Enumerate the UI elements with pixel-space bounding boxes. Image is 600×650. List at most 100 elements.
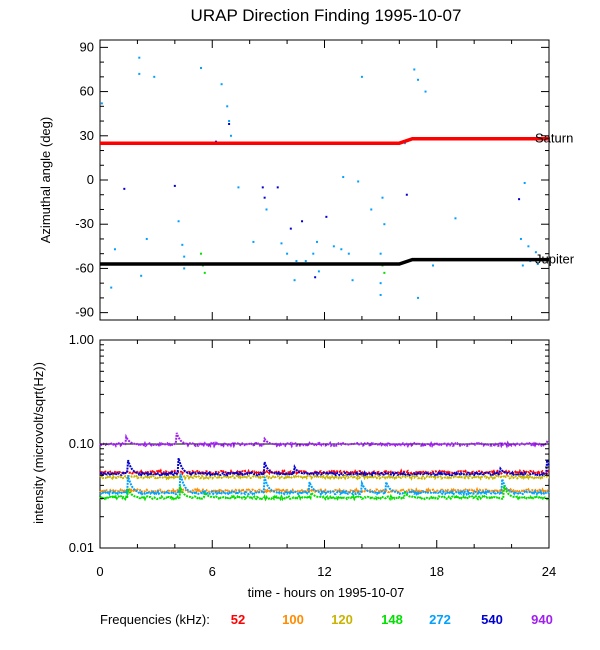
scatter-point xyxy=(276,186,279,189)
y-tick-label: 0 xyxy=(87,172,94,187)
scatter-point xyxy=(183,267,186,270)
x-tick-label: 0 xyxy=(96,564,103,579)
series-line-272khz xyxy=(99,473,550,497)
y-tick-label: 0.10 xyxy=(69,436,94,451)
scatter-point xyxy=(370,208,373,211)
scatter-point xyxy=(229,134,232,137)
series-line-540khz xyxy=(99,457,550,479)
legend-item-52khz: 52 xyxy=(231,612,245,627)
azimuth-lines xyxy=(100,136,549,266)
scatter-point xyxy=(379,252,382,255)
scatter-point xyxy=(200,67,203,69)
scatter-point xyxy=(357,180,360,183)
scatter-point xyxy=(432,264,435,267)
scatter-point xyxy=(317,270,320,273)
scatter-point xyxy=(237,186,240,189)
scatter-point xyxy=(314,276,317,279)
scatter-point xyxy=(228,120,231,123)
scatter-point xyxy=(153,75,156,78)
scatter-point xyxy=(286,252,289,255)
scatter-point xyxy=(295,260,298,263)
scatter-point xyxy=(173,184,176,187)
azimuth-y-ticks: 90 60 30 0 -30 -60 -90 xyxy=(75,39,549,320)
scatter-point xyxy=(454,217,457,220)
scatter-point xyxy=(113,248,116,251)
legend-title: Frequencies (kHz): xyxy=(100,612,210,627)
scatter-point xyxy=(293,279,296,282)
series-line-100khz xyxy=(99,486,550,495)
scatter-point xyxy=(379,293,382,296)
scatter-point xyxy=(110,286,113,289)
scatter-point xyxy=(228,123,231,125)
legend-item-100khz: 100 xyxy=(282,612,304,627)
x-tick-label: 24 xyxy=(542,564,556,579)
scatter-point xyxy=(536,263,539,265)
x-tick-label: 6 xyxy=(209,564,216,579)
y-tick-label: -90 xyxy=(75,305,94,320)
chart-title: URAP Direction Finding 1995-10-07 xyxy=(191,6,462,25)
series-line-148khz xyxy=(99,483,550,502)
x-tick-label: 12 xyxy=(317,564,331,579)
scatter-point xyxy=(261,186,264,189)
scatter-point xyxy=(347,252,350,255)
frequency-legend: Frequencies (kHz): 52 100 120 148 272 540 940 xyxy=(100,612,553,627)
legend-item-120khz: 120 xyxy=(331,612,353,627)
scatter-point xyxy=(519,237,522,240)
scatter-point xyxy=(265,208,268,211)
scatter-point xyxy=(181,243,184,246)
scatter-point xyxy=(203,271,206,274)
series-line-940khz xyxy=(99,432,550,449)
scatter-point xyxy=(226,105,229,108)
scatter-point xyxy=(325,215,328,218)
intensity-x-ticks: 0 6 12 18 24 xyxy=(96,340,556,579)
series-line-jupiter xyxy=(100,257,549,266)
scatter-point xyxy=(316,240,319,243)
scatter-point xyxy=(518,198,521,201)
scatter-point xyxy=(280,242,283,245)
scatter-point xyxy=(527,245,530,248)
legend-item-148khz: 148 xyxy=(381,612,403,627)
scatter-point xyxy=(381,196,384,199)
scatter-point xyxy=(138,72,141,75)
scatter-point xyxy=(523,181,526,184)
scatter-point xyxy=(534,251,537,254)
scatter-point xyxy=(304,260,307,263)
y-tick-label: 1.00 xyxy=(69,332,94,347)
intensity-panel: 1.00 0.10 0.01 0 6 12 18 24 intensity (microvo… xyxy=(31,332,556,579)
scatter-point xyxy=(183,255,186,258)
intensity-series xyxy=(99,432,550,502)
scatter-point xyxy=(383,271,386,274)
scatter-point xyxy=(383,223,386,226)
azimuth-panel: 90 60 30 0 -30 -60 -90 Azimuthal angle (deg) S… xyxy=(38,39,575,321)
intensity-y-ticks: 1.00 0.10 0.01 xyxy=(69,332,549,555)
legend-item-940khz: 940 xyxy=(531,612,553,627)
azimuth-x-ticks xyxy=(99,40,550,320)
scatter-point xyxy=(252,240,255,243)
scatter-point xyxy=(263,196,266,199)
legend-items: 52 100 120 148 272 540 940 xyxy=(231,612,553,627)
scatter-point xyxy=(100,102,103,105)
scatter-point xyxy=(360,75,363,78)
scatter-point xyxy=(340,248,343,251)
saturn-line-label: Saturn xyxy=(535,131,573,146)
scatter-point xyxy=(138,56,141,59)
scatter-point xyxy=(177,220,180,223)
scatter-point xyxy=(424,90,427,93)
scatter-point xyxy=(405,193,408,196)
x-axis-label: time - hours on 1995-10-07 xyxy=(248,585,405,600)
scatter-point xyxy=(417,296,420,299)
y-tick-label: 60 xyxy=(80,84,94,99)
y-tick-label: 30 xyxy=(80,128,94,143)
series-line-120khz xyxy=(99,473,549,482)
scatter-point xyxy=(312,252,315,255)
scatter-point xyxy=(332,245,335,248)
azimuth-plot-frame xyxy=(99,39,550,321)
intensity-y-label: intensity (microvolt/sqrt(Hz)) xyxy=(31,362,46,524)
scatter-point xyxy=(301,220,304,223)
scatter-point xyxy=(220,83,223,86)
scatter-point xyxy=(521,264,524,267)
scatter-point xyxy=(403,142,406,145)
scatter-point xyxy=(123,187,126,190)
azimuth-y-label: Azimuthal angle (deg) xyxy=(38,117,53,243)
